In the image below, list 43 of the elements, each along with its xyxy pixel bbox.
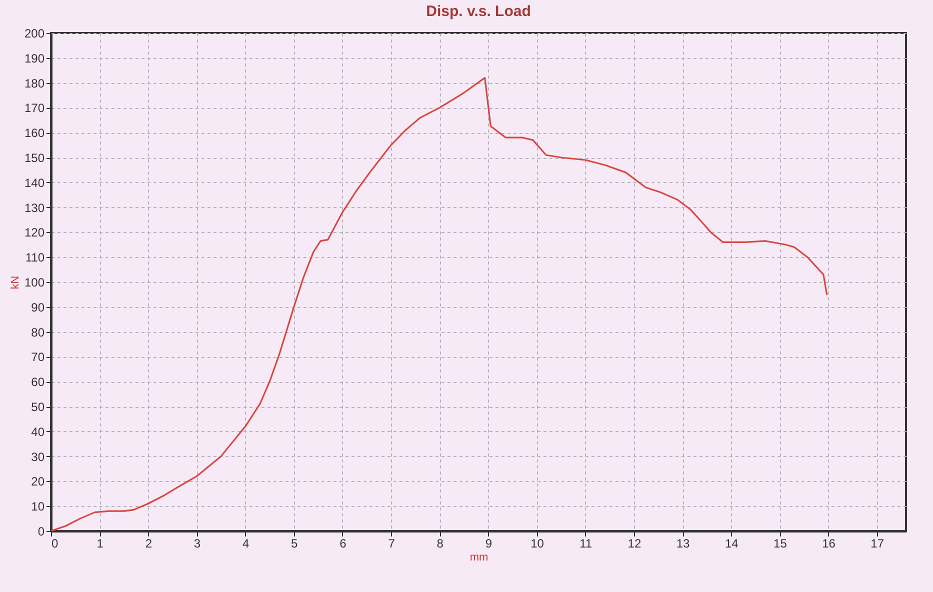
y-tick-label: 140 (24, 176, 45, 190)
y-tick-label: 180 (24, 76, 45, 90)
y-tick-label: 50 (31, 400, 45, 414)
y-tick-label: 150 (24, 151, 45, 165)
x-tick-label: 7 (388, 536, 396, 550)
x-tick-label: 12 (628, 536, 642, 550)
x-tick-label: 16 (822, 536, 836, 550)
y-tick-label: 0 (38, 524, 45, 538)
x-tick-label: 15 (774, 536, 788, 550)
x-axis-title: mm (470, 552, 488, 564)
line-series (51, 77, 828, 531)
y-tick-label: 190 (24, 51, 45, 66)
y-axis-title: kN (9, 276, 22, 290)
x-tick-label: 4 (242, 536, 250, 550)
x-tick-label: 3 (194, 536, 201, 550)
x-tick-label: 8 (436, 536, 444, 550)
y-tick-label: 160 (24, 126, 45, 140)
y-tick-label: 120 (24, 226, 45, 240)
x-tick-label: 0 (52, 536, 58, 550)
y-tick-label: 30 (31, 450, 45, 464)
x-tick-label: 13 (676, 536, 690, 550)
x-tick-label: 1 (96, 536, 104, 550)
x-tick-label: 9 (485, 536, 492, 550)
y-tick-label: 10 (31, 500, 45, 514)
x-tick-label: 11 (580, 536, 592, 550)
x-tick-label: 6 (340, 536, 347, 550)
y-tick-label: 70 (31, 350, 45, 364)
y-tick-label: 200 (24, 26, 45, 40)
y-tick-label: 40 (31, 424, 45, 439)
y-tick-label: 20 (31, 474, 45, 489)
x-tick-label: 10 (530, 536, 544, 550)
y-tick-label: 100 (24, 276, 45, 290)
y-tick-label: 110 (25, 250, 45, 265)
x-tick-label: 14 (724, 536, 739, 550)
y-tick-label: 170 (24, 101, 45, 116)
y-tick-label: 90 (31, 300, 45, 314)
y-tick-label: 130 (24, 200, 45, 215)
chart-title: Disp. v.s. Load (426, 3, 531, 20)
x-tick-label: 5 (291, 536, 298, 550)
x-tick-label: 17 (870, 536, 884, 550)
y-tick-label: 60 (31, 375, 45, 390)
y-tick-label: 80 (31, 325, 45, 340)
x-tick-label: 2 (145, 536, 152, 550)
